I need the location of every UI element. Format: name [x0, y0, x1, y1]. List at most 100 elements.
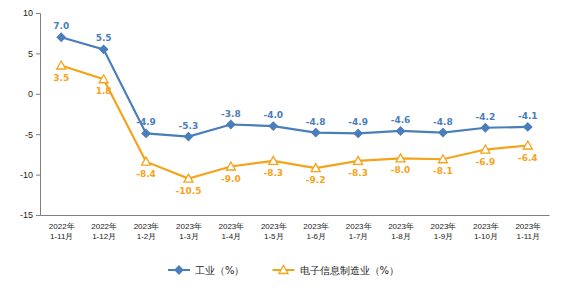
series-line [61, 66, 528, 179]
y-tick: 0 [28, 89, 40, 99]
data-label: -4.0 [263, 110, 283, 120]
data-label: -5.3 [179, 121, 199, 131]
series-marker [57, 33, 65, 41]
data-labels: 7.0 5.5 -4.9 -5.3 -3.8 -4.0 -4.8 -4.9 -4.6 -4.8 -4… [53, 21, 537, 195]
series-marker [481, 124, 489, 132]
series-marker [100, 45, 108, 53]
data-label: 1.8 [96, 86, 112, 96]
y-tick: 10 [23, 8, 40, 18]
data-label: -4.9 [348, 117, 368, 127]
series-marks [57, 33, 533, 182]
x-tick: 2023年1-6月 [303, 215, 329, 241]
data-label: -8.4 [136, 169, 156, 179]
x-tick-label: 2023年1-7月 [346, 222, 372, 241]
series-marker [481, 145, 490, 153]
data-label: -4.8 [306, 117, 326, 127]
x-tick-label: 2023年1-10月 [473, 222, 499, 241]
x-tick: 2022年1-12月 [91, 215, 117, 241]
data-label: -3.8 [221, 109, 241, 119]
data-label: -8.1 [433, 166, 453, 176]
y-tick-label: -15 [20, 210, 33, 220]
data-label: -4.8 [433, 117, 453, 127]
y-tick-mark [36, 94, 40, 95]
legend-label: 工业（%） [195, 265, 245, 276]
y-tick-label: 0 [28, 89, 33, 99]
x-tick-label: 2023年1-8月 [388, 222, 414, 241]
x-tick: 2023年1-7月 [346, 215, 372, 241]
data-label: -6.4 [518, 153, 538, 163]
y-axis: -15 -10 -5 0 5 10 [20, 8, 41, 220]
series-marker [523, 141, 532, 149]
x-tick-label: 2023年1-6月 [303, 222, 329, 241]
y-tick-mark [36, 53, 40, 54]
data-label: -6.9 [476, 157, 496, 167]
y-tick-mark [36, 134, 40, 135]
series-marker [184, 174, 193, 182]
data-label: -4.2 [476, 112, 496, 122]
series-marker [227, 121, 235, 129]
x-tick-label: 2023年1-9月 [431, 222, 457, 241]
data-label: 5.5 [96, 33, 112, 43]
series-marker [57, 61, 66, 69]
data-label: 7.0 [53, 21, 69, 31]
x-tick: 2022年1-11月 [49, 215, 75, 241]
x-tick-label: 2022年1-12月 [91, 222, 117, 241]
x-tick: 2023年1-5月 [261, 215, 287, 241]
legend: 工业（%） 电子信息制造业（%） [168, 265, 399, 276]
series-marker [184, 133, 192, 141]
x-tick: 2023年1-11月 [515, 215, 541, 241]
series-marker [142, 157, 151, 165]
legend-marker [175, 266, 183, 274]
data-label: -8.0 [391, 165, 411, 175]
y-tick: -15 [20, 210, 40, 220]
legend-marker [279, 266, 288, 274]
y-tick-label: -10 [20, 170, 33, 180]
data-label: -8.3 [348, 168, 368, 178]
legend-item: 工业（%） [168, 265, 245, 276]
series-marker [142, 129, 150, 137]
series-marker [99, 75, 108, 83]
legend-label: 电子信息制造业（%） [300, 265, 400, 276]
series-line [61, 37, 528, 136]
x-tick-label: 2023年1-3月 [176, 222, 202, 241]
x-tick: 2023年1-2月 [134, 215, 160, 241]
x-axis: 2022年1-11月 2022年1-12月 2023年1-2月 2023年1-3月 20… [41, 215, 550, 241]
x-tick: 2023年1-4月 [218, 215, 244, 241]
series-marker [438, 155, 447, 163]
y-tick-mark [36, 175, 40, 176]
y-tick: -5 [25, 130, 40, 140]
data-label: -4.6 [391, 115, 411, 125]
series-marker [354, 129, 362, 137]
y-tick-label: 5 [28, 49, 33, 59]
series-marker [226, 162, 235, 170]
data-label: -10.5 [175, 186, 201, 196]
x-axis-line [41, 215, 550, 216]
plot: -15 -10 -5 0 5 10 2022年1-11月 2022年1-12月 2023年1-2… [20, 8, 550, 240]
series-marker [524, 123, 532, 131]
x-tick: 2023年1-8月 [388, 215, 414, 241]
x-tick-label: 2023年1-2月 [134, 222, 160, 241]
data-label: -8.3 [263, 168, 283, 178]
data-label: -9.0 [221, 174, 241, 184]
y-tick-mark [36, 215, 40, 216]
y-tick: 5 [28, 49, 40, 59]
series-marker [269, 156, 278, 164]
x-tick-label: 2022年1-11月 [49, 222, 75, 241]
series-marker [311, 164, 320, 172]
y-tick-label: 10 [23, 8, 33, 18]
series-marker [397, 127, 405, 135]
x-tick-label: 2023年1-11月 [515, 222, 541, 241]
data-label: -4.1 [518, 111, 538, 121]
y-axis-line [36, 14, 41, 216]
x-tick: 2023年1-9月 [431, 215, 457, 241]
data-label: 3.5 [53, 73, 69, 83]
y-tick: -10 [20, 170, 40, 180]
x-tick-label: 2023年1-4月 [218, 222, 244, 241]
x-tick: 2023年1-3月 [176, 215, 202, 241]
x-tick: 2023年1-10月 [473, 215, 499, 241]
y-tick-label: -5 [25, 130, 33, 140]
data-label: -9.2 [306, 175, 326, 185]
series-marker [269, 122, 277, 130]
data-label: -4.9 [136, 117, 156, 127]
series-marker [439, 129, 447, 137]
